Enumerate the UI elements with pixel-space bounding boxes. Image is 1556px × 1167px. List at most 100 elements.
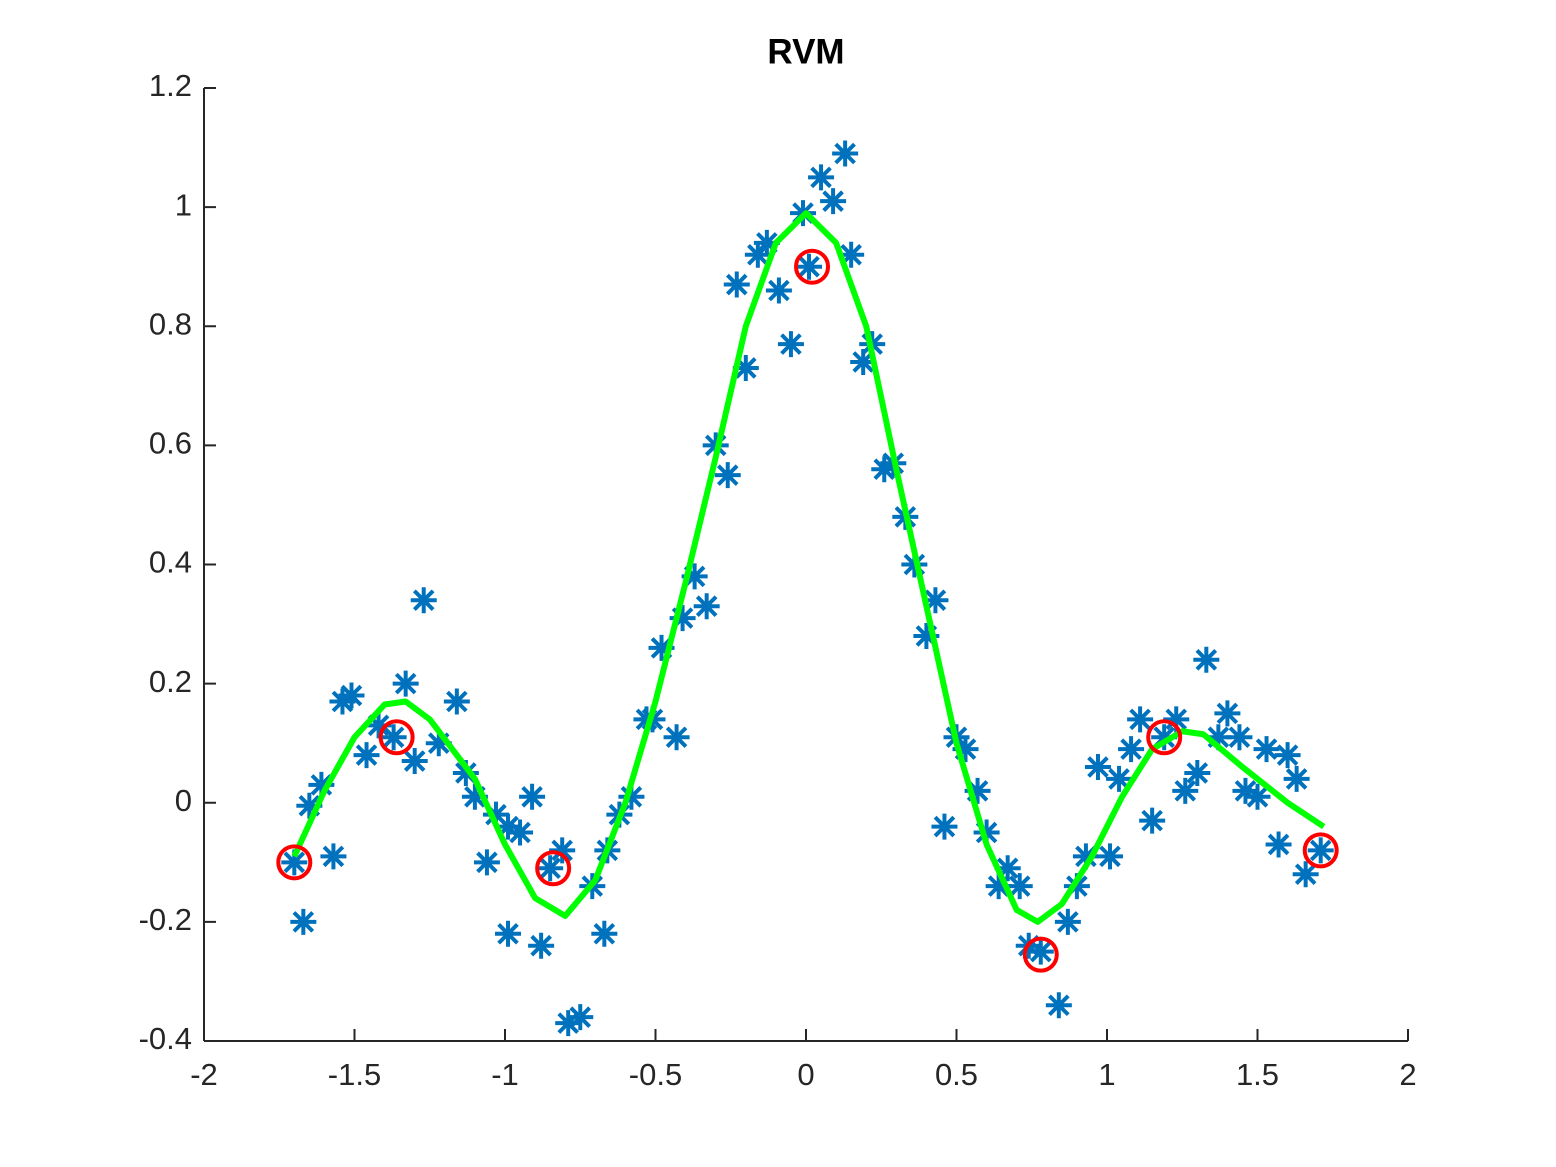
- data-point: [537, 855, 564, 882]
- data-point: [495, 920, 522, 947]
- data-point: [410, 587, 437, 614]
- y-tick-label: -0.2: [139, 902, 192, 937]
- y-tick-label: 0: [175, 783, 192, 818]
- data-point: [693, 593, 720, 620]
- data-point: [495, 813, 522, 840]
- data-point: [820, 188, 847, 215]
- data-point: [723, 271, 750, 298]
- data-point: [714, 462, 741, 489]
- data-point: [1226, 724, 1253, 751]
- data-point: [380, 724, 407, 751]
- data-point: [796, 253, 823, 280]
- data-point: [663, 724, 690, 751]
- data-point: [443, 688, 470, 715]
- data-point: [425, 730, 452, 757]
- data-point: [765, 277, 792, 304]
- fit-line: [291, 210, 1326, 925]
- data-point: [618, 783, 645, 810]
- data-point: [808, 164, 835, 191]
- data-point: [482, 801, 509, 828]
- data-point: [353, 742, 380, 769]
- data-point: [669, 605, 696, 632]
- data-point: [1045, 992, 1072, 1019]
- data-point: [1118, 736, 1145, 763]
- x-tick-label: -1.5: [328, 1057, 381, 1092]
- data-point: [1244, 783, 1271, 810]
- data-point: [1214, 700, 1241, 727]
- x-tick-label: 2: [1399, 1057, 1416, 1092]
- data-point: [648, 634, 675, 661]
- data-point: [1027, 938, 1054, 965]
- data-point: [931, 813, 958, 840]
- x-tick-label: 0.5: [935, 1057, 978, 1092]
- data-point: [461, 783, 488, 810]
- data-point: [777, 331, 804, 358]
- data-point: [832, 140, 859, 167]
- data-point: [922, 587, 949, 614]
- relevance-vector: [378, 719, 415, 756]
- y-tick-label: -0.4: [139, 1021, 192, 1056]
- relevance-vector: [535, 850, 572, 887]
- data-point: [850, 348, 877, 375]
- y-tick-label: 1.2: [149, 68, 192, 103]
- data-point: [964, 777, 991, 804]
- data-point: [1283, 765, 1310, 792]
- data-point: [1072, 843, 1099, 870]
- data-point: [365, 712, 392, 739]
- relevance-vector: [794, 248, 831, 285]
- x-tick-label: 0: [797, 1057, 814, 1092]
- data-point: [871, 456, 898, 483]
- data-point: [1151, 724, 1178, 751]
- data-point: [1274, 742, 1301, 769]
- data-point: [994, 855, 1021, 882]
- data-point: [591, 920, 618, 947]
- data-point: [290, 908, 317, 935]
- data-point: [308, 771, 335, 798]
- data-point: [452, 759, 479, 786]
- data-point: [528, 932, 555, 959]
- x-tick-label: -0.5: [629, 1057, 682, 1092]
- data-point: [952, 736, 979, 763]
- data-point: [838, 241, 865, 268]
- data-point: [1232, 777, 1259, 804]
- relevance-vector: [1146, 719, 1183, 756]
- x-tick-label: -2: [190, 1057, 218, 1092]
- data-point: [519, 783, 546, 810]
- data-point: [1106, 765, 1133, 792]
- y-tick-label: 0.4: [149, 545, 192, 580]
- data-point: [1172, 777, 1199, 804]
- data-point: [913, 622, 940, 649]
- data-point: [1084, 754, 1111, 781]
- data-point: [1127, 706, 1154, 733]
- data-point: [296, 792, 323, 819]
- data-point: [473, 849, 500, 876]
- data-point: [1292, 861, 1319, 888]
- data-point: [555, 1010, 582, 1037]
- data-point: [1139, 807, 1166, 834]
- data-point: [401, 748, 428, 775]
- data-point: [338, 682, 365, 709]
- data-point: [567, 1004, 594, 1031]
- chart-title: RVM: [767, 32, 844, 71]
- relevance-vector: [1302, 832, 1339, 869]
- data-point: [732, 354, 759, 381]
- data-point: [329, 688, 356, 715]
- y-tick-label: 1: [175, 187, 192, 222]
- x-tick-label: 1.5: [1236, 1057, 1279, 1092]
- data-point: [392, 670, 419, 697]
- data-point: [1006, 873, 1033, 900]
- data-point: [281, 849, 308, 876]
- data-point: [985, 873, 1012, 900]
- data-point: [320, 843, 347, 870]
- relevance-vector: [1022, 936, 1059, 973]
- data-point: [1184, 759, 1211, 786]
- data-point: [549, 837, 576, 864]
- y-tick-label: 0.2: [149, 664, 192, 699]
- data-point: [1063, 873, 1090, 900]
- data-point: [507, 819, 534, 846]
- data-point: [1163, 706, 1190, 733]
- data-point: [681, 563, 708, 590]
- data-point: [1193, 646, 1220, 673]
- x-tick-label: 1: [1098, 1057, 1115, 1092]
